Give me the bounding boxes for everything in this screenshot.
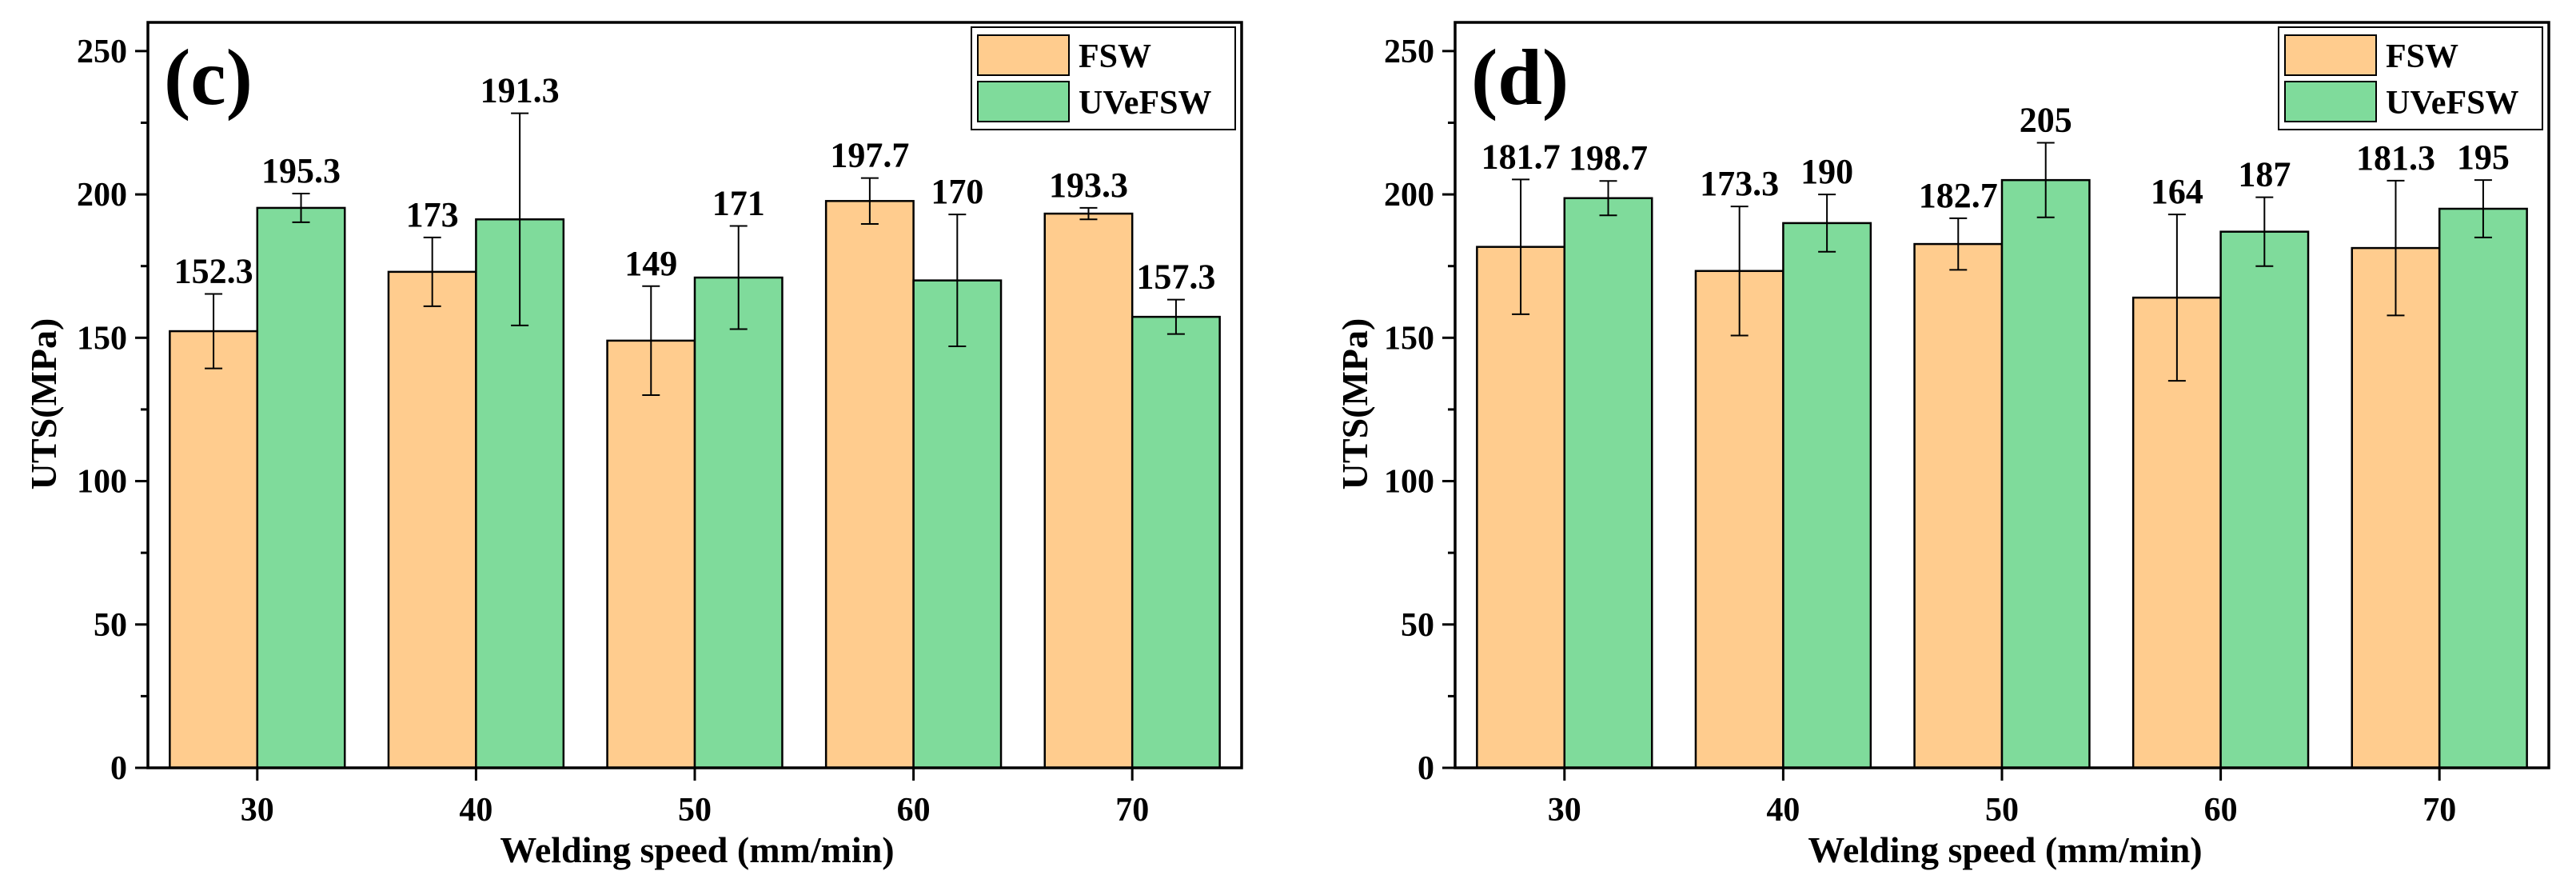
bar-value-label: 193.3 [1049, 166, 1128, 205]
legend-label: FSW [2386, 38, 2458, 75]
y-tick-label: 200 [77, 177, 127, 214]
bar-value-label: 205 [2020, 101, 2072, 140]
bar-fsw-70 [1043, 212, 1134, 769]
y-tick-label: 150 [77, 320, 127, 357]
bar-value-label: 171 [712, 184, 765, 223]
bar-value-label: 195.3 [261, 151, 341, 190]
bar-value-label: 187 [2238, 155, 2291, 194]
y-tick-label: 250 [1384, 34, 1434, 70]
x-tick-label: 40 [459, 792, 492, 829]
y-tick-label: 50 [94, 607, 127, 644]
legend-swatch [977, 34, 1070, 76]
legend-swatch [977, 81, 1070, 122]
bar-uvefsw-50 [2000, 178, 2091, 769]
legend-label: UVeFSW [2386, 85, 2518, 122]
plot-frame [1453, 21, 2550, 769]
bar-fsw-40 [387, 270, 477, 769]
legend-swatch [2284, 34, 2377, 76]
y-tick-label: 0 [1418, 750, 1434, 787]
legend-label: FSW [1079, 38, 1151, 75]
bar-fsw-30 [1476, 246, 1566, 769]
bar-value-label: 198.7 [1569, 138, 1648, 178]
legend-swatch [2284, 81, 2377, 122]
x-tick-label: 30 [241, 792, 274, 829]
y-axis-title: UTS(MPa) [23, 318, 64, 490]
x-tick-label: 60 [897, 792, 931, 829]
x-axis-title: Welding speed (mm/min) [1808, 829, 2202, 870]
bar-value-label: 170 [931, 172, 983, 211]
bar-value-label: 149 [624, 244, 677, 283]
panel-label: (c) [164, 33, 253, 122]
x-tick-label: 30 [1548, 792, 1581, 829]
bar-fsw-50 [1913, 242, 2004, 769]
chart-panel-c: 0 50 100 150 200 250 30 152.3 195.3 40 173 191.3 50 1… [23, 21, 1243, 870]
x-axis-title: Welding speed (mm/min) [500, 829, 894, 870]
bar-value-label: 164 [2151, 172, 2203, 211]
y-tick-label: 150 [1384, 320, 1434, 357]
x-tick-label: 70 [1115, 792, 1149, 829]
bar-uvefsw-40 [1782, 222, 1872, 769]
bar-fsw-50 [606, 339, 696, 769]
bar-value-label: 197.7 [830, 136, 909, 175]
x-tick-label: 70 [2422, 792, 2456, 829]
bar-uvefsw-50 [693, 276, 784, 769]
y-tick-label: 200 [1384, 177, 1434, 214]
bar-uvefsw-30 [1563, 197, 1653, 769]
bar-uvefsw-70 [1130, 315, 1221, 769]
x-tick-label: 50 [678, 792, 712, 829]
bar-value-label: 173 [406, 195, 459, 234]
bar-fsw-60 [824, 200, 915, 769]
y-tick-label: 250 [77, 34, 127, 70]
bar-fsw-40 [1694, 270, 1784, 769]
panel-label: (d) [1471, 33, 1569, 122]
legend-label: UVeFSW [1079, 85, 1211, 122]
bar-fsw-70 [2351, 246, 2441, 769]
x-tick-label: 40 [1766, 792, 1800, 829]
x-tick-label: 50 [1985, 792, 2019, 829]
bar-value-label: 181.7 [1481, 137, 1561, 176]
bar-value-label: 195 [2457, 138, 2510, 177]
bar-value-label: 182.7 [1919, 176, 1998, 215]
y-tick-label: 0 [110, 750, 127, 787]
bar-value-label: 173.3 [1700, 164, 1779, 203]
bar-value-label: 152.3 [174, 251, 253, 290]
bar-uvefsw-30 [256, 206, 346, 769]
bar-fsw-30 [169, 330, 259, 769]
y-axis-title: UTS(MPa) [1334, 318, 1375, 490]
y-tick-label: 50 [1401, 607, 1434, 644]
bar-value-label: 191.3 [481, 71, 560, 110]
bar-value-label: 157.3 [1136, 258, 1215, 297]
bar-uvefsw-60 [2219, 230, 2310, 769]
y-tick-label: 100 [1384, 464, 1434, 501]
chart-panel-d: 0 50 100 150 200 250 30 181.7 198.7 40 173.3 190 50 1… [1334, 21, 2550, 870]
bar-value-label: 190 [1800, 152, 1853, 191]
y-tick-label: 100 [77, 464, 127, 501]
bar-uvefsw-70 [2438, 207, 2528, 769]
bar-value-label: 181.3 [2356, 138, 2435, 178]
x-tick-label: 60 [2204, 792, 2238, 829]
bar-uvefsw-60 [912, 279, 1003, 769]
plot-frame [146, 21, 1243, 769]
